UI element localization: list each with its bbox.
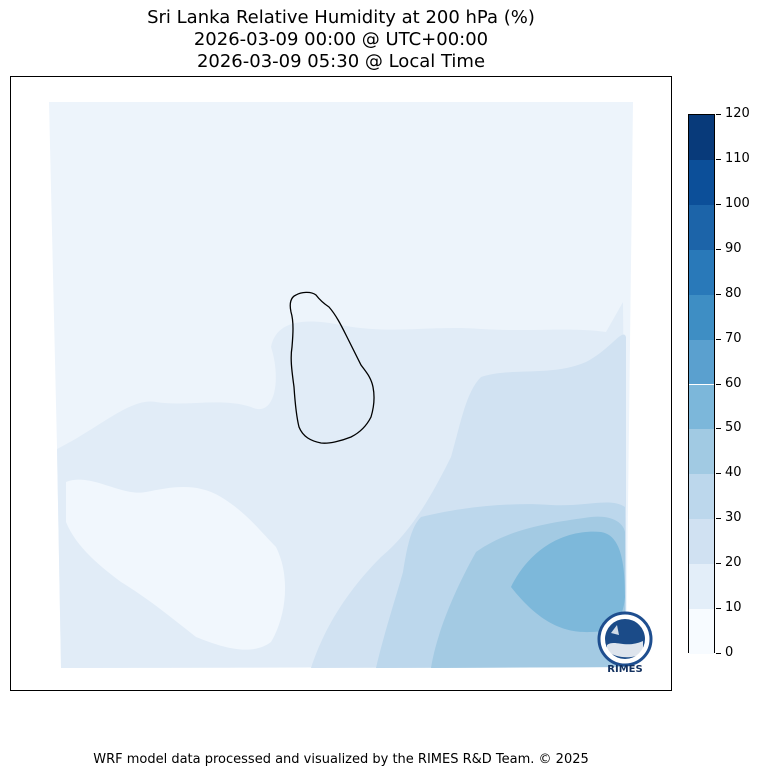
colorbar-tick-label: 70 <box>725 331 742 346</box>
humidity-50-60-core <box>511 531 625 633</box>
colorbar-tick-label: 80 <box>725 286 742 301</box>
colorbar-tick <box>716 249 721 250</box>
colorbar-tick-label: 110 <box>725 151 750 166</box>
sri-lanka-coastline <box>289 291 375 444</box>
rimes-emblem-icon <box>597 611 653 667</box>
colorbar-tick <box>716 563 721 564</box>
colorbar-segment <box>689 564 714 610</box>
footer-credit: WRF model data processed and visualized … <box>93 752 589 767</box>
colorbar-tick-label: 60 <box>725 376 742 391</box>
colorbar-tick-label: 30 <box>725 510 742 525</box>
colorbar-tick <box>716 653 721 654</box>
local-time: 2026-03-09 05:30 @ Local Time <box>196 51 486 72</box>
humidity-low-pocket <box>66 479 286 650</box>
colorbar-tick <box>716 204 721 205</box>
map-panel <box>10 76 672 691</box>
colorbar-segment <box>689 609 714 654</box>
colorbar-segment <box>689 204 714 250</box>
colorbar-tick <box>716 294 721 295</box>
colorbar-segment <box>689 294 714 340</box>
colorbar-segment <box>689 159 714 205</box>
colorbar-tick-label: 120 <box>725 106 750 121</box>
map-title: Sri Lanka Relative Humidity at 200 hPa (… <box>147 7 535 28</box>
colorbar-tick-label: 100 <box>725 196 750 211</box>
colorbar-tick <box>716 473 721 474</box>
colorbar-tick-label: 10 <box>725 600 742 615</box>
colorbar-tick <box>716 339 721 340</box>
colorbar-tick <box>716 114 721 115</box>
colorbar-segment <box>689 429 714 475</box>
rimes-logo: RIMES <box>593 611 657 679</box>
colorbar-tick-label: 90 <box>725 241 742 256</box>
colorbar-segment <box>689 474 714 520</box>
humidity-map <box>49 102 633 668</box>
colorbar-tick-label: 20 <box>725 555 742 570</box>
colorbar-segment <box>689 384 714 430</box>
colorbar-tick <box>716 608 721 609</box>
colorbar-tick-label: 50 <box>725 420 742 435</box>
colorbar-segment <box>689 339 714 385</box>
colorbar-tick <box>716 428 721 429</box>
colorbar <box>688 114 715 654</box>
logo-text: RIMES <box>607 664 643 675</box>
colorbar-tick <box>716 384 721 385</box>
colorbar-segment <box>689 519 714 565</box>
colorbar-tick <box>716 518 721 519</box>
colorbar-tick-label: 40 <box>725 465 742 480</box>
utc-time: 2026-03-09 00:00 @ UTC+00:00 <box>193 29 489 50</box>
colorbar-segment <box>689 115 714 160</box>
colorbar-tick <box>716 159 721 160</box>
colorbar-tick-label: 0 <box>725 645 734 660</box>
colorbar-segment <box>689 249 714 295</box>
